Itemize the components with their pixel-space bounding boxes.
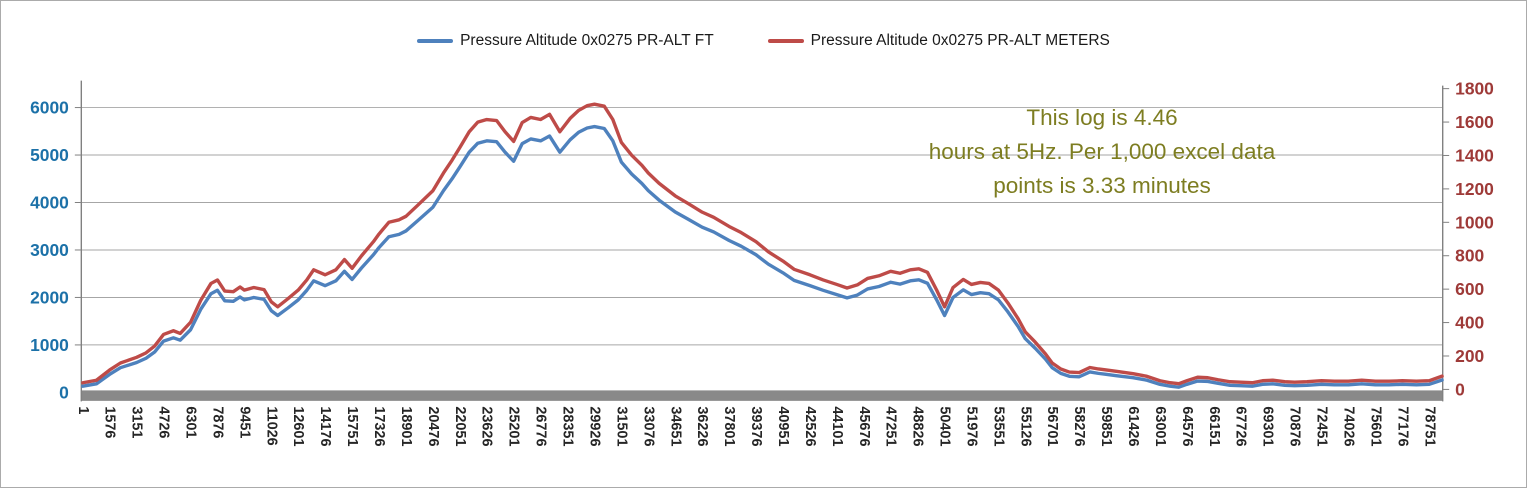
x-axis-tick-label: 45676 — [856, 406, 872, 446]
left-axis-tick-label: 4000 — [30, 192, 69, 212]
right-axis-tick-label: 600 — [1455, 279, 1484, 299]
annotation-line-3: points is 3.33 minutes — [993, 173, 1211, 198]
x-axis-tick-label: 58276 — [1071, 406, 1087, 446]
x-axis-bar[interactable] — [80, 390, 1443, 401]
right-axis-tick-label: 1600 — [1455, 112, 1494, 132]
x-axis-tick-label: 47251 — [883, 406, 899, 446]
x-axis-tick-label: 36226 — [694, 406, 710, 446]
x-axis-tick-label: 78751 — [1421, 406, 1437, 446]
right-axis-tick-label: 1000 — [1455, 212, 1494, 232]
x-axis-tick-label: 26776 — [533, 406, 549, 446]
left-axis[interactable]: 0 1000 2000 3000 4000 5000 6000 — [30, 98, 81, 403]
x-axis-tick-label: 44101 — [829, 406, 845, 446]
x-axis-tick-label: 4726 — [156, 406, 172, 438]
left-axis-tick-label: 5000 — [30, 145, 69, 165]
right-axis-tick-label: 0 — [1455, 379, 1465, 399]
x-axis-tick-label: 29926 — [586, 406, 602, 446]
legend-label-meters: Pressure Altitude 0x0275 PR-ALT METERS — [810, 32, 1110, 49]
x-axis-tick-label: 6301 — [183, 406, 199, 438]
x-axis-tick-label: 18901 — [398, 406, 414, 446]
series-line-meters[interactable] — [81, 102, 1444, 386]
chart-legend: Pressure Altitude 0x0275 PR-ALT FT Press… — [1, 32, 1526, 50]
legend-label-ft: Pressure Altitude 0x0275 PR-ALT FT — [460, 32, 714, 49]
x-axis-tick-label: 1 — [75, 406, 91, 414]
x-axis-tick-label: 31501 — [613, 406, 629, 446]
x-axis-tick-label: 50401 — [937, 406, 953, 446]
x-axis-tick-label: 28351 — [560, 406, 576, 446]
x-axis-tick-label: 70876 — [1287, 406, 1303, 446]
left-axis-tick-label: 1000 — [30, 335, 69, 355]
x-axis-tick-label: 53551 — [990, 406, 1006, 446]
x-axis-tick-label: 25201 — [506, 406, 522, 446]
x-axis-tick-label: 33076 — [640, 406, 656, 446]
x-axis-tick-label: 3151 — [129, 406, 145, 438]
x-axis-tick-label: 59851 — [1098, 406, 1114, 446]
x-axis[interactable]: 1 1576 3151 4726 6301 7876 9451 11026 12601 14176… — [75, 406, 1437, 446]
x-axis-tick-label: 42526 — [802, 406, 818, 446]
x-axis-tick-label: 55126 — [1017, 406, 1033, 446]
annotation-textbox[interactable]: This log is 4.46 hours at 5Hz. Per 1,000… — [846, 101, 1358, 203]
right-axis-tick-label: 200 — [1455, 346, 1484, 366]
x-axis-tick-label: 51976 — [963, 406, 979, 446]
left-axis-tick-label: 6000 — [30, 98, 69, 118]
series-line-ft[interactable] — [81, 124, 1444, 389]
x-axis-tick-label: 22051 — [452, 406, 468, 446]
x-axis-tick-label: 7876 — [209, 406, 225, 438]
x-axis-tick-label: 11026 — [263, 406, 279, 445]
right-axis-tick-label: 1400 — [1455, 145, 1494, 165]
left-axis-tick-label: 0 — [59, 382, 69, 402]
x-axis-tick-label: 17326 — [371, 406, 387, 446]
x-axis-tick-label: 39376 — [748, 406, 764, 446]
x-axis-tick-label: 77176 — [1394, 406, 1410, 446]
legend-item-ft[interactable]: Pressure Altitude 0x0275 PR-ALT FT — [417, 32, 714, 50]
right-axis-tick-label: 1800 — [1455, 79, 1494, 99]
x-axis-tick-label: 14176 — [317, 406, 333, 446]
x-axis-tick-label: 69301 — [1260, 406, 1276, 446]
annotation-line-1: This log is 4.46 — [1026, 105, 1178, 130]
x-axis-tick-label: 64576 — [1179, 406, 1195, 446]
x-axis-tick-label: 75601 — [1367, 406, 1383, 446]
x-axis-tick-label: 48826 — [910, 406, 926, 446]
annotation-line-2: hours at 5Hz. Per 1,000 excel data — [928, 139, 1276, 164]
legend-line-swatch-meters — [767, 38, 804, 44]
x-axis-tick-label: 40951 — [775, 406, 791, 446]
legend-line-swatch-ft — [417, 38, 454, 44]
x-axis-tick-label: 63001 — [1152, 406, 1168, 446]
x-axis-tick-label: 15751 — [344, 406, 360, 446]
x-axis-tick-label: 9451 — [236, 406, 252, 438]
x-axis-tick-label: 61426 — [1125, 406, 1141, 446]
x-axis-tick-label: 37801 — [721, 406, 737, 446]
x-axis-tick-label: 56701 — [1044, 406, 1060, 446]
legend-item-meters[interactable]: Pressure Altitude 0x0275 PR-ALT METERS — [767, 32, 1110, 50]
x-axis-tick-label: 74026 — [1340, 406, 1356, 446]
left-axis-tick-label: 2000 — [30, 287, 69, 307]
right-axis[interactable]: 0 200 400 600 800 1000 1200 1400 1600 1800 — [1442, 79, 1494, 400]
x-axis-tick-label: 20476 — [425, 406, 441, 446]
x-axis-tick-label: 12601 — [290, 406, 306, 446]
x-axis-tick-label: 66151 — [1206, 406, 1222, 446]
right-axis-tick-label: 400 — [1455, 313, 1484, 333]
gridlines — [80, 107, 1443, 346]
right-axis-tick-label: 800 — [1455, 246, 1484, 266]
left-axis-tick-label: 3000 — [30, 240, 69, 260]
x-axis-tick-label: 1576 — [102, 406, 118, 438]
x-axis-tick-label: 23626 — [479, 406, 495, 446]
x-axis-tick-label: 67726 — [1233, 406, 1249, 446]
right-axis-tick-label: 1200 — [1455, 179, 1494, 199]
x-axis-tick-label: 72451 — [1314, 406, 1330, 446]
x-axis-tick-label: 34651 — [667, 406, 683, 446]
